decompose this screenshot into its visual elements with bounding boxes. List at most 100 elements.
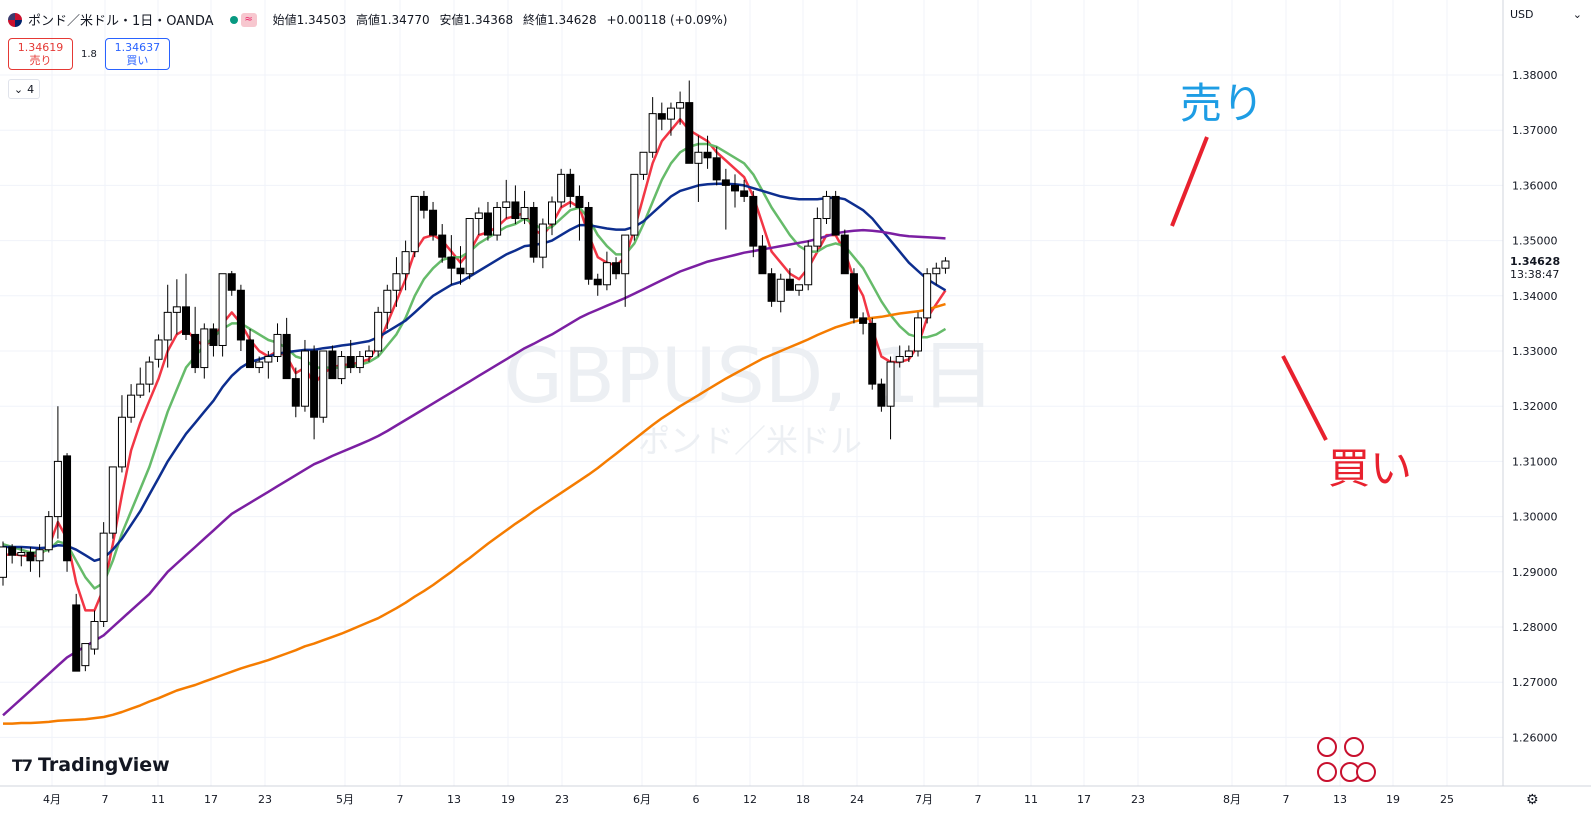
candle [566, 168, 575, 208]
candle [648, 97, 657, 158]
candle-body [264, 356, 273, 363]
tradingview-logo[interactable]: T7 TradingView [12, 754, 170, 776]
candle-body [502, 201, 511, 208]
candle-body [410, 195, 419, 253]
candle [493, 201, 502, 241]
x-tick-label: 23 [1131, 793, 1145, 806]
candle [355, 351, 364, 374]
candle [17, 546, 26, 567]
candle-body [795, 284, 804, 291]
candle [831, 190, 840, 236]
candle [200, 323, 209, 379]
moving-averages [2, 117, 947, 725]
indicator-toggle-button[interactable]: ⌄ 4 [8, 79, 40, 99]
settings-gear-icon[interactable]: ⚙ [1526, 792, 1539, 808]
candle-body [273, 333, 282, 358]
buy-arrow-line [1281, 355, 1328, 441]
candle-body [474, 212, 483, 220]
candle-body [557, 173, 566, 203]
candle-body [383, 289, 392, 313]
usd-event-icon [1356, 762, 1376, 782]
candle [264, 351, 273, 379]
candle [712, 146, 721, 186]
bar-countdown-label: 13:38:47 [1510, 268, 1559, 281]
x-tick-label: 7 [975, 793, 982, 806]
candle-body [63, 455, 72, 562]
candle [26, 546, 35, 572]
candle [886, 356, 895, 440]
symbol-label[interactable]: ポンド／米ドル・1日・OANDA [28, 14, 214, 29]
gbp-usd-flag-icon [8, 12, 22, 27]
x-tick-label: 19 [1386, 793, 1400, 806]
candle [731, 174, 739, 208]
x-tick-label: 6 [693, 793, 700, 806]
candle [904, 345, 913, 363]
time-axis: 4月 7 11 17 23 5月 7 13 19 23 6月 6 12 18 24 7月 7 11 17 23 8月 7 1… [0, 785, 1591, 806]
candle-body [639, 151, 648, 175]
y-tick-label: 1.37000 [1512, 124, 1558, 137]
chevron-down-icon: ⌄ [13, 82, 24, 96]
candle [410, 195, 419, 258]
candle [8, 544, 17, 564]
candle [218, 273, 227, 357]
candle [163, 284, 172, 368]
candle [895, 345, 904, 368]
x-tick-label: 7 [1283, 793, 1290, 806]
chart-grid [0, 0, 1503, 786]
candle [859, 312, 868, 335]
candle [813, 207, 822, 252]
candle-body [218, 273, 227, 346]
candle-body [749, 195, 758, 247]
candle [767, 268, 776, 307]
y-tick-label: 1.34000 [1512, 290, 1558, 303]
chevron-down-icon: ⌄ [1572, 8, 1582, 21]
candle-body [8, 546, 17, 556]
candle-body [529, 206, 538, 258]
usd-event-icon [1317, 762, 1337, 782]
candle-body [0, 546, 7, 578]
candle [502, 179, 511, 219]
buy-annotation: 買い [1328, 444, 1412, 493]
candle [776, 273, 785, 313]
candle-body [804, 245, 813, 286]
ohlc-values: 始値1.34503 高値1.34770 安値1.34368 終値1.34628 … [272, 13, 728, 27]
candle-body [685, 102, 694, 164]
buy-button[interactable]: 1.34637 買い [104, 38, 170, 70]
candle [0, 541, 7, 586]
candle-body [72, 604, 81, 672]
candle-body [630, 173, 639, 236]
candle-body [209, 328, 218, 346]
candle [529, 201, 538, 263]
candle-body [941, 260, 950, 269]
currency-label: USD [1510, 8, 1534, 21]
candle [365, 345, 373, 363]
candle-body [859, 317, 868, 324]
candle-body [840, 234, 849, 275]
candle [822, 190, 831, 225]
candle [456, 246, 465, 285]
candle [209, 323, 218, 357]
candle-body [99, 532, 108, 622]
x-tick-label: 23 [258, 793, 272, 806]
y-tick-label: 1.33000 [1512, 345, 1558, 358]
candle-body [657, 113, 666, 120]
candle-body [721, 179, 730, 186]
candle [584, 201, 593, 285]
candle [685, 80, 694, 164]
currency-selector[interactable]: USD ⌄ [1510, 8, 1582, 21]
candle-body [904, 350, 913, 358]
candle-body [666, 107, 675, 120]
candle [849, 268, 858, 324]
data-delay-icon[interactable]: ≈ [240, 12, 257, 27]
sell-button[interactable]: 1.34619 売り [8, 38, 73, 70]
candle-body [886, 361, 895, 407]
candle [612, 257, 621, 280]
candle [191, 306, 200, 374]
candle-body [44, 516, 53, 551]
sell-arrow-line [1170, 136, 1209, 227]
symbol-header: ポンド／米ドル・1日・OANDA ≈ 始値1.34503 高値1.34770 安… [8, 10, 727, 29]
sell-label: 売り [29, 54, 52, 67]
candle-body [712, 157, 721, 181]
candle-body [877, 383, 886, 407]
